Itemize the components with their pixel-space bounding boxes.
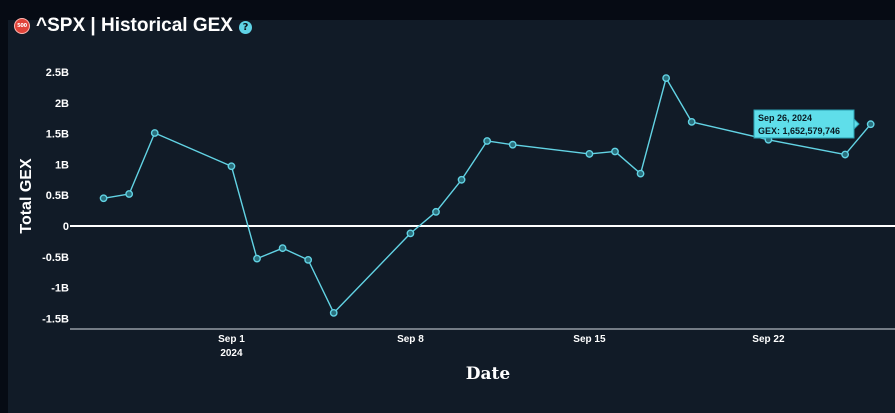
data-point[interactable] xyxy=(125,190,134,198)
data-point[interactable] xyxy=(866,120,875,129)
data-point[interactable] xyxy=(636,169,645,178)
tooltip-pointer xyxy=(853,117,860,131)
tooltip-value: GEX: 1,652,579,746 xyxy=(758,126,840,136)
question-circle-icon[interactable]: ? xyxy=(238,20,252,34)
data-point[interactable] xyxy=(99,194,108,203)
logo-text: 500 xyxy=(17,23,27,29)
spx-logo: 500 xyxy=(14,18,30,34)
data-point[interactable] xyxy=(227,162,236,171)
data-point[interactable] xyxy=(457,175,466,184)
data-point[interactable] xyxy=(406,229,415,238)
chart-title: ^SPX | Historical GEX xyxy=(36,15,233,36)
data-point[interactable] xyxy=(150,129,159,137)
data-point[interactable] xyxy=(483,137,492,145)
y-tick-label: 2B xyxy=(55,98,69,110)
y-tick-label: 0 xyxy=(63,221,69,233)
chart-header: 500 ^SPX | Historical GEX ? xyxy=(14,14,252,38)
x-tick-sublabel: 2024 xyxy=(220,348,243,359)
y-tick-label: -0.5B xyxy=(42,252,69,264)
data-point[interactable] xyxy=(841,150,850,159)
data-point[interactable] xyxy=(432,207,440,216)
data-point[interactable] xyxy=(304,255,313,264)
hover-tooltip xyxy=(753,109,855,139)
x-tick-label: Sep 8 xyxy=(397,334,424,345)
y-tick-label: 1.5B xyxy=(46,129,69,141)
tooltip-date: Sep 26, 2024 xyxy=(758,113,812,123)
data-point[interactable] xyxy=(508,140,517,149)
y-tick-label: 2.5B xyxy=(46,67,69,79)
x-tick-label: Sep 15 xyxy=(573,334,606,345)
y-axis-title: Total GEX xyxy=(18,158,35,234)
data-point[interactable] xyxy=(329,308,338,317)
x-tick-label: Sep 22 xyxy=(752,334,785,345)
data-point[interactable] xyxy=(278,244,287,253)
x-tick-label: Sep 1 xyxy=(218,334,245,345)
x-axis-title: Date xyxy=(466,364,511,384)
data-point[interactable] xyxy=(611,147,619,156)
data-point[interactable] xyxy=(585,150,594,158)
y-tick-label: -1.5B xyxy=(42,313,69,325)
y-tick-label: 0.5B xyxy=(46,190,69,202)
chart-panel xyxy=(8,20,895,413)
data-point[interactable] xyxy=(687,117,696,126)
y-tick-label: 1B xyxy=(55,159,69,171)
data-point[interactable] xyxy=(253,254,261,263)
data-point[interactable] xyxy=(662,74,671,83)
help-glyph: ? xyxy=(242,21,249,33)
y-tick-label: -1B xyxy=(51,283,69,295)
